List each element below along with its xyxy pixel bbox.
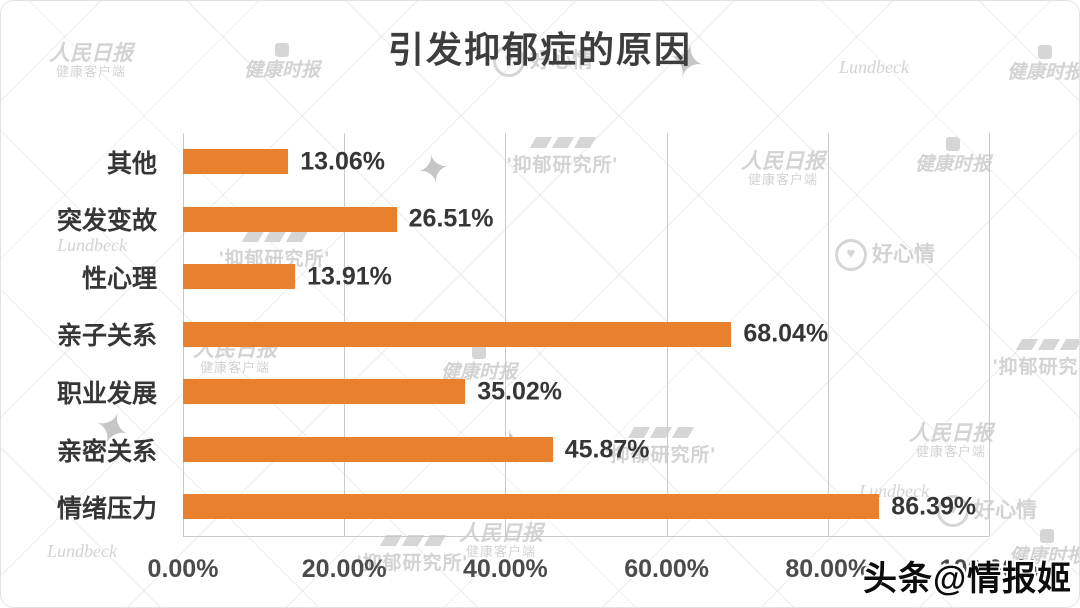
clapperboard-icon	[993, 337, 1079, 355]
bar	[183, 149, 289, 174]
watermark-di-logo: '抑郁研究所'	[993, 337, 1079, 379]
value-label: 68.04%	[743, 319, 829, 348]
category-label: 其他	[106, 149, 157, 178]
category-label: 突发变故	[56, 207, 157, 236]
bar	[183, 494, 880, 520]
value-label: 45.87%	[564, 435, 650, 464]
bar-row: 职业发展 35.02%	[57, 363, 989, 421]
bar-row: 其他 13.06%	[107, 133, 989, 191]
x-axis-tick-label: 60.00%	[624, 555, 709, 583]
category-label: 亲密关系	[56, 437, 157, 466]
bar-row: 性心理 13.91%	[82, 248, 989, 306]
x-axis-tick-label: 40.00%	[462, 555, 548, 583]
bar	[183, 206, 397, 232]
bar-row: 突发变故 26.51%	[57, 191, 989, 249]
x-axis-line	[183, 536, 989, 537]
x-axis-tick-label: 0.00%	[147, 555, 219, 583]
bar	[183, 264, 296, 290]
bar-row: 亲密关系 45.87%	[57, 421, 989, 479]
bar	[183, 379, 466, 405]
bar-row: 情绪压力 86.39%	[57, 478, 989, 536]
x-axis-tick-label: 20.00%	[301, 555, 387, 583]
category-label: 职业发展	[56, 380, 157, 409]
bar-row: 亲子关系 68.04%	[57, 306, 989, 364]
value-label: 86.39%	[891, 492, 977, 521]
category-label: 亲子关系	[56, 322, 157, 351]
value-label: 13.06%	[300, 147, 386, 176]
x-axis-tick-label: 100.00%	[939, 555, 1039, 583]
health-times-logo-icon	[1040, 529, 1054, 543]
credit-watermark: 头条@情报姬	[863, 560, 1073, 598]
bar	[183, 321, 732, 347]
value-label: 26.51%	[408, 204, 494, 233]
value-label: 35.02%	[477, 377, 563, 406]
x-axis-tick-label: 80.00%	[785, 555, 871, 583]
plot-area: 其他 13.06% 突发变故 26.51% 性心理 13.91% 亲子关系 68.04% 职业发…	[57, 133, 990, 537]
category-label: 情绪压力	[56, 495, 157, 524]
chart-title: 引发抑郁症的原因	[387, 29, 692, 70]
value-label: 13.91%	[307, 262, 392, 291]
gridline	[827, 133, 829, 536]
bar	[183, 436, 553, 462]
category-label: 性心理	[81, 264, 157, 293]
gridline	[989, 133, 990, 536]
